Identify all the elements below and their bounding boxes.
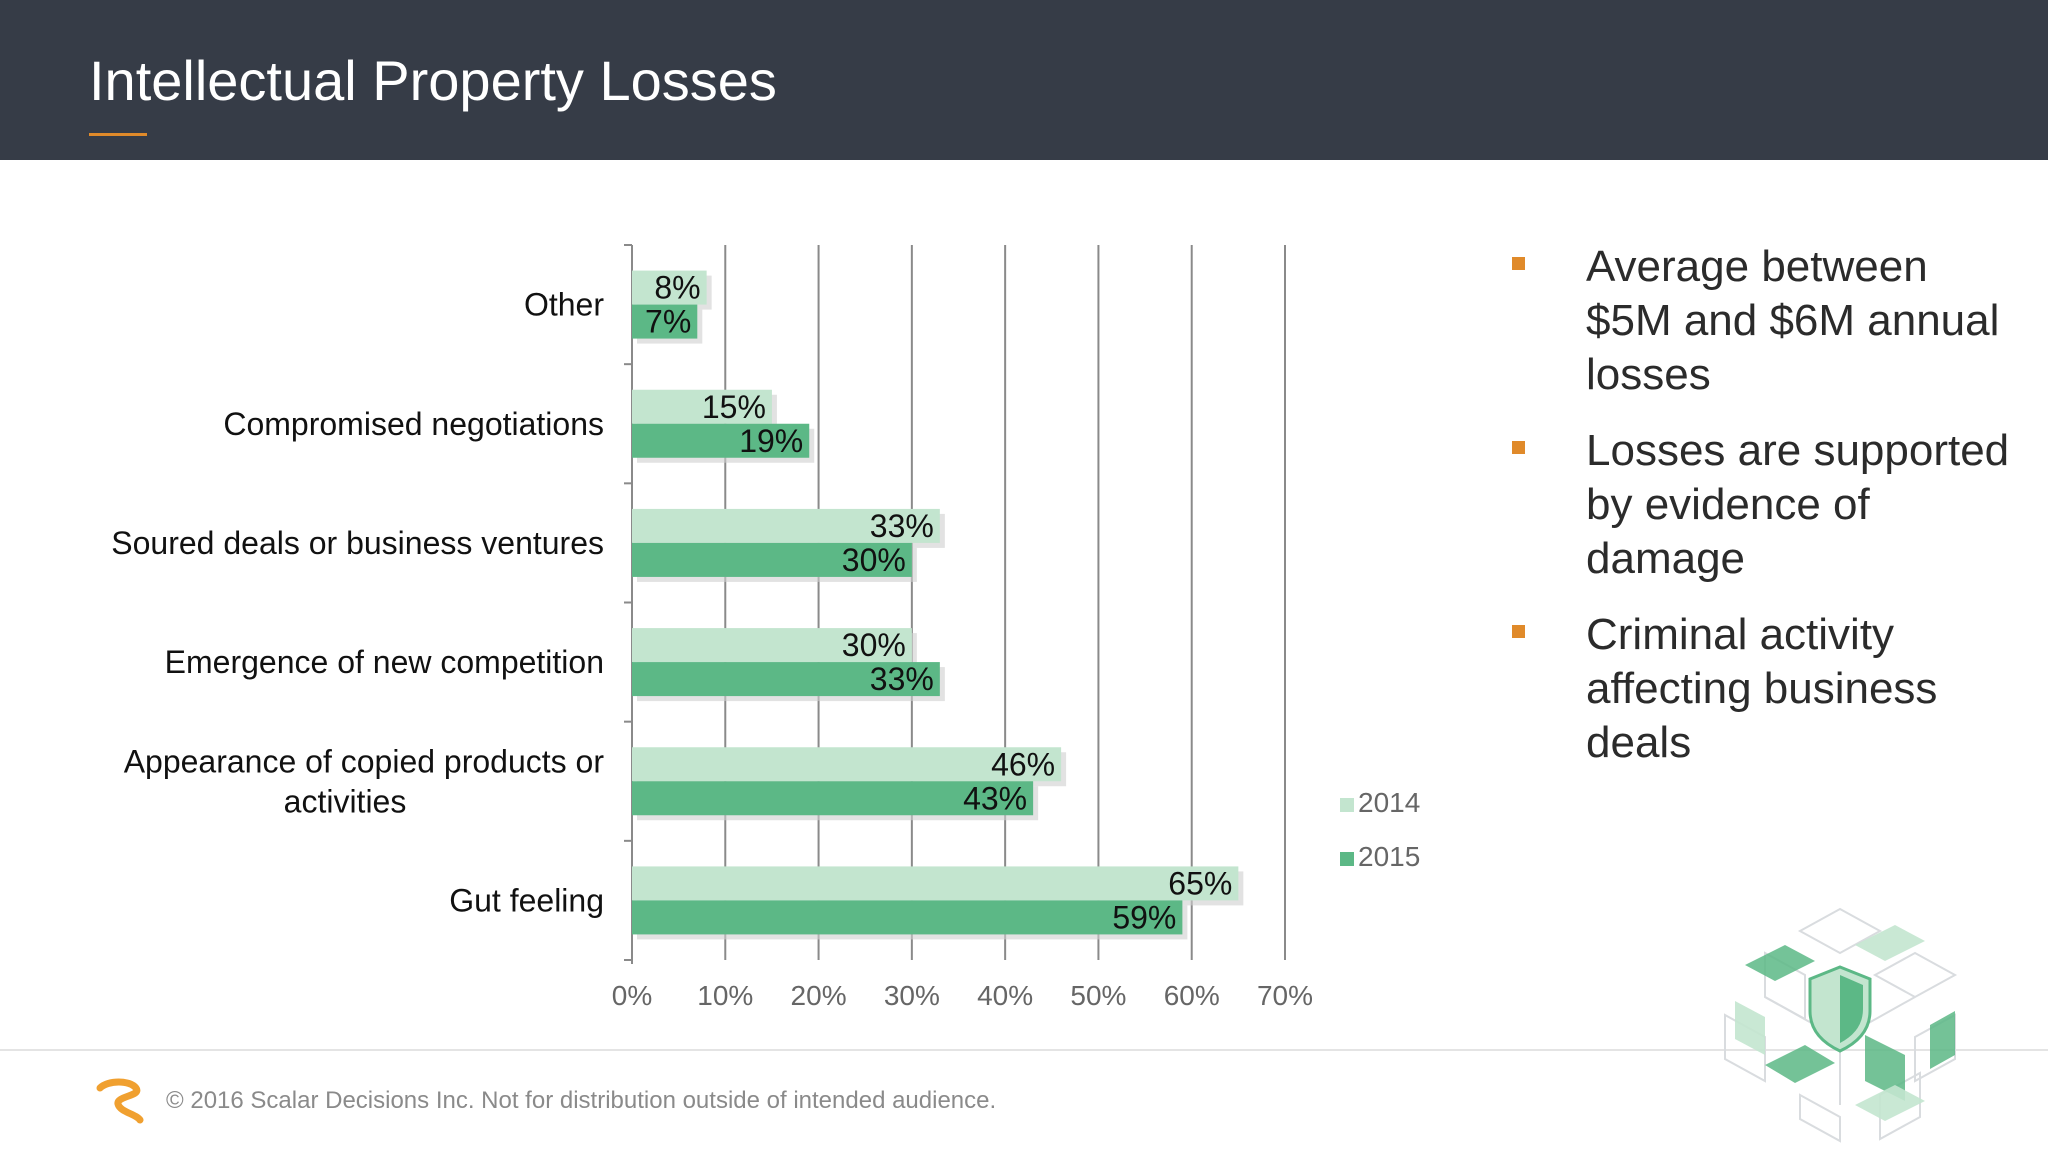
bullet-item: Criminal activity affecting business dea…: [1510, 608, 2010, 770]
bullet-marker-icon: [1512, 625, 1525, 638]
x-tick-label: 60%: [1164, 980, 1220, 1011]
data-label: 33%: [870, 661, 934, 697]
bar-2014: [632, 747, 1062, 782]
category-label: Appearance of copied products or: [124, 743, 605, 779]
data-label: 33%: [870, 508, 934, 544]
legend-label: 2014: [1358, 787, 1420, 818]
data-label: 19%: [739, 423, 803, 459]
bar-2015: [632, 662, 940, 697]
title-underline: [89, 133, 147, 136]
slide-header: Intellectual Property Losses: [0, 0, 2048, 160]
bullet-item: Average between $5M and $6M annual losse…: [1510, 240, 2010, 402]
data-label: 15%: [702, 389, 766, 425]
bullet-text: Criminal activity affecting business dea…: [1586, 610, 1938, 767]
slide-title: Intellectual Property Losses: [89, 49, 777, 112]
x-tick-label: 30%: [884, 980, 940, 1011]
bar-2014: [632, 508, 940, 543]
bar-2014: [632, 389, 772, 424]
category-label: Compromised negotiations: [223, 406, 604, 442]
x-tick-label: 20%: [791, 980, 847, 1011]
category-label: Soured deals or business ventures: [111, 525, 604, 561]
bar-2015: [632, 900, 1183, 935]
x-tick-label: 10%: [697, 980, 753, 1011]
bullet-text: Losses are supported by evidence of dama…: [1586, 426, 2010, 583]
bullet-marker-icon: [1512, 441, 1525, 454]
scalar-logo-icon: [96, 1078, 144, 1124]
legend-label: 2015: [1358, 841, 1420, 872]
x-tick-label: 70%: [1257, 980, 1313, 1011]
bar-2014: [632, 628, 912, 663]
data-label: 7%: [645, 304, 691, 340]
data-label: 43%: [963, 780, 1027, 816]
footer-copyright: © 2016 Scalar Decisions Inc. Not for dis…: [166, 1087, 997, 1114]
data-label: 65%: [1168, 865, 1232, 901]
bullet-marker-icon: [1512, 257, 1525, 270]
footer-divider: [0, 1049, 2048, 1051]
category-label: activities: [284, 783, 407, 819]
data-label: 30%: [842, 627, 906, 663]
bullet-text: Average between $5M and $6M annual losse…: [1586, 242, 2000, 399]
category-label: Gut feeling: [449, 882, 604, 918]
x-tick-label: 40%: [977, 980, 1033, 1011]
bar-2015: [632, 304, 698, 339]
legend-swatch: [1340, 852, 1354, 866]
x-tick-label: 50%: [1070, 980, 1126, 1011]
legend-swatch: [1340, 798, 1354, 812]
bar-2014: [632, 270, 707, 305]
category-label: Emergence of new competition: [165, 644, 604, 680]
data-label: 8%: [654, 270, 700, 306]
x-tick-label: 0%: [612, 980, 652, 1011]
data-label: 59%: [1112, 899, 1176, 935]
bullet-list: Average between $5M and $6M annual losse…: [1510, 240, 2010, 792]
data-label: 46%: [991, 746, 1055, 782]
bar-2015: [632, 542, 912, 577]
data-label: 30%: [842, 542, 906, 578]
bullet-item: Losses are supported by evidence of dama…: [1510, 424, 2010, 586]
bar-2015: [632, 781, 1034, 816]
bar-2014: [632, 866, 1239, 901]
shield-cube-icon: [1724, 907, 1958, 1143]
category-label: Other: [524, 287, 604, 323]
bar-2015: [632, 423, 810, 458]
